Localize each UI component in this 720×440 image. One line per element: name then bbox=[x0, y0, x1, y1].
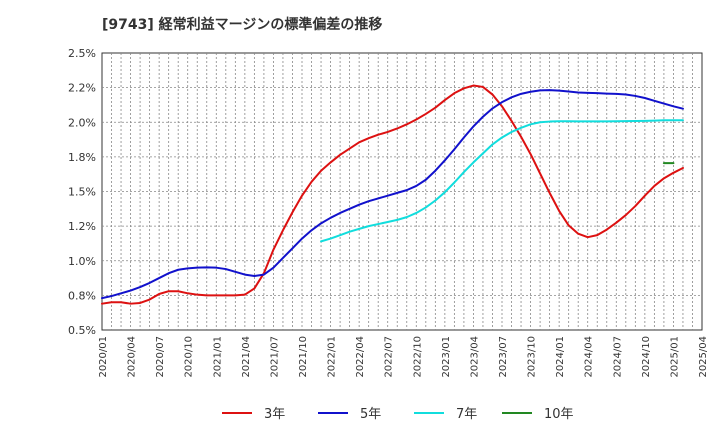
x-tick-label: 2024/01 bbox=[555, 336, 566, 378]
x-tick-label: 2025/04 bbox=[698, 336, 709, 378]
x-tick-label: 2021/04 bbox=[241, 336, 252, 378]
x-tick-label: 2022/01 bbox=[327, 336, 338, 378]
legend-label: 7年 bbox=[456, 407, 477, 422]
legend-label: 5年 bbox=[360, 407, 381, 422]
x-tick-label: 2020/07 bbox=[155, 336, 166, 378]
y-tick-label: 0.5% bbox=[68, 324, 96, 337]
y-tick-label: 1.5% bbox=[68, 186, 96, 199]
x-tick-label: 2023/07 bbox=[498, 336, 509, 378]
y-tick-label: 1.2% bbox=[68, 220, 96, 233]
legend-label: 10年 bbox=[544, 407, 574, 422]
legend-label: 3年 bbox=[264, 407, 285, 422]
series-line bbox=[320, 119, 684, 243]
x-tick-label: 2020/04 bbox=[127, 336, 138, 378]
x-tick-label: 2020/10 bbox=[184, 336, 195, 378]
x-tick-label: 2023/10 bbox=[527, 336, 538, 378]
x-tick-label: 2022/07 bbox=[384, 336, 395, 378]
x-tick-label: 2024/07 bbox=[612, 336, 623, 378]
chart-title: [9743] 経常利益マージンの標準偏差の推移 bbox=[102, 17, 383, 33]
x-tick-label: 2024/10 bbox=[641, 336, 652, 378]
x-tick-label: 2020/01 bbox=[98, 336, 109, 378]
x-tick-label: 2022/10 bbox=[412, 336, 423, 378]
x-tick-label: 2024/04 bbox=[584, 336, 595, 378]
y-tick-label: 1.8% bbox=[68, 151, 96, 164]
x-tick-label: 2025/01 bbox=[669, 336, 680, 378]
series-line bbox=[101, 84, 684, 305]
x-tick-label: 2021/07 bbox=[269, 336, 280, 378]
y-tick-label: 2.2% bbox=[68, 82, 96, 95]
x-tick-label: 2021/01 bbox=[212, 336, 223, 378]
y-tick-label: 2.5% bbox=[68, 47, 96, 60]
y-tick-label: 2.0% bbox=[68, 116, 96, 129]
x-tick-label: 2022/04 bbox=[355, 336, 366, 378]
series-line bbox=[101, 89, 684, 300]
x-tick-label: 2023/04 bbox=[469, 336, 480, 378]
x-tick-label: 2021/10 bbox=[298, 336, 309, 378]
y-tick-label: 1.0% bbox=[68, 255, 96, 268]
y-tick-label: 0.8% bbox=[68, 289, 96, 302]
x-tick-label: 2023/01 bbox=[441, 336, 452, 378]
